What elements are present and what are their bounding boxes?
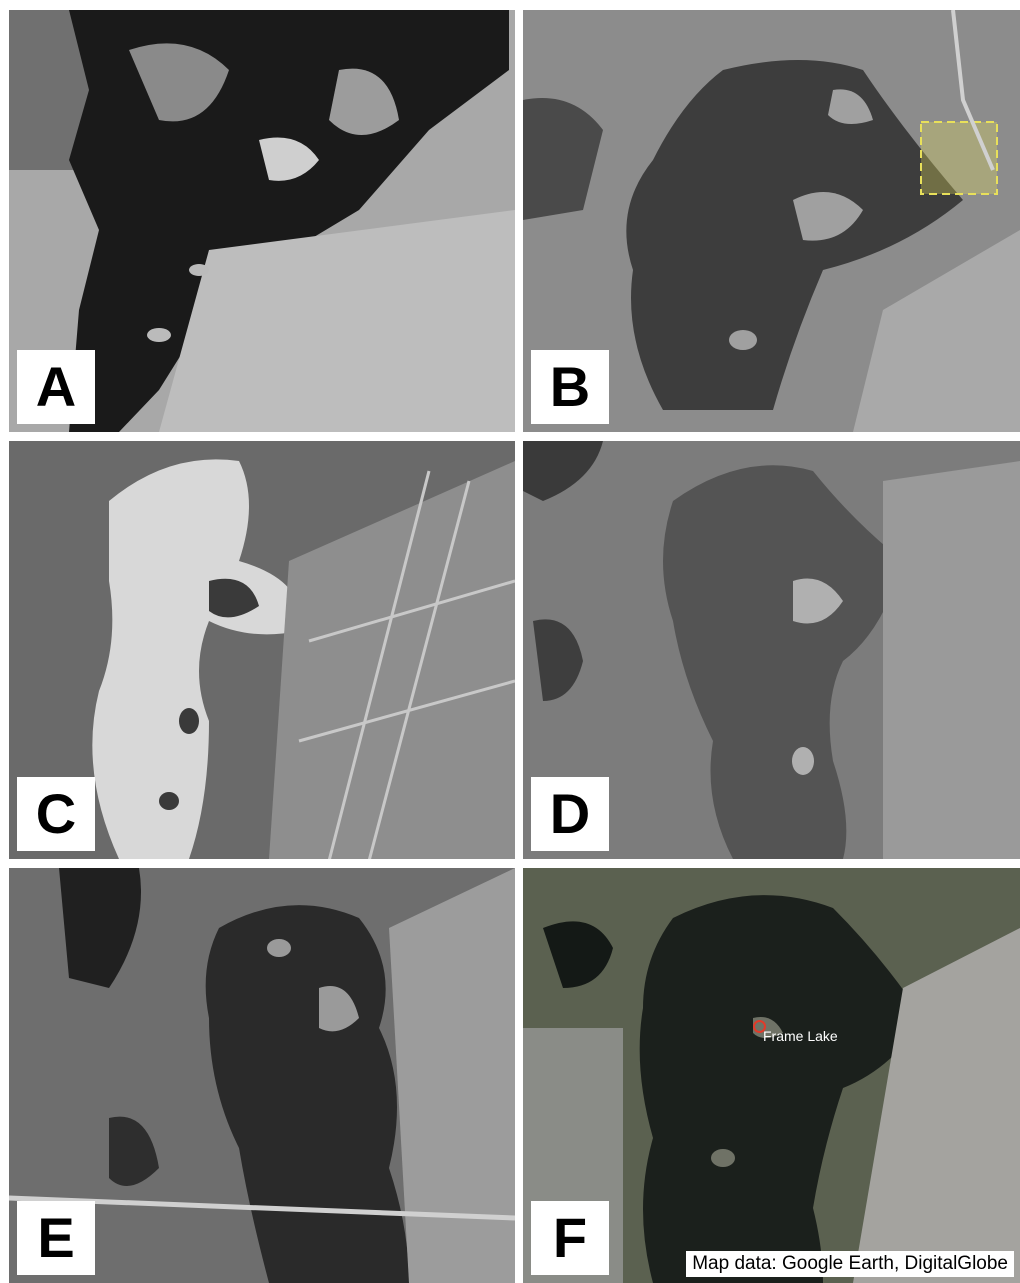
aerial-photo-panel-a: A (9, 10, 515, 432)
map-data-credit: Map data: Google Earth, DigitalGlobe (686, 1251, 1014, 1277)
aerial-photo-c (9, 441, 515, 859)
satellite-image-f (523, 868, 1020, 1283)
satellite-image-panel-f: Frame Lake F Map data: Google Earth, Dig… (523, 868, 1020, 1283)
panel-label-b: B (531, 350, 609, 424)
frame-lake-label: Frame Lake (753, 1020, 838, 1044)
panel-label-e: E (17, 1201, 95, 1275)
aerial-photo-a (9, 10, 515, 432)
panel-label-a: A (17, 350, 95, 424)
panel-label-f: F (531, 1201, 609, 1275)
aerial-photo-panel-e: E (9, 868, 515, 1283)
panel-label-d: D (531, 777, 609, 851)
aerial-photo-panel-d: D (523, 441, 1020, 859)
aerial-photo-panel-b: B (523, 10, 1020, 432)
aerial-photo-panel-c: C (9, 441, 515, 859)
panel-label-c: C (17, 777, 95, 851)
aerial-photo-d (523, 441, 1020, 859)
